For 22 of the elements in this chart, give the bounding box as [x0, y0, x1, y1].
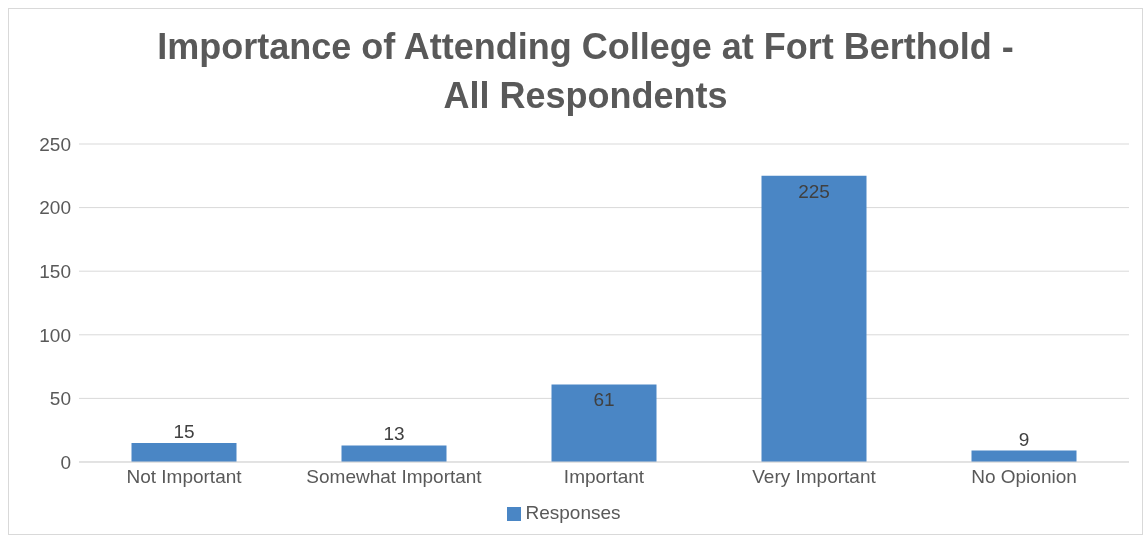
- bar: [551, 384, 657, 462]
- data-label: 15: [173, 420, 195, 442]
- x-tick-label: No Opionion: [971, 466, 1077, 488]
- y-tick-label: 100: [39, 324, 71, 346]
- bar: [131, 442, 237, 462]
- y-tick-label: 150: [39, 260, 71, 282]
- bar: [341, 445, 447, 462]
- data-label: 13: [383, 423, 405, 445]
- x-tick-label: Somewhat Important: [306, 466, 483, 488]
- y-tick-label: 250: [39, 133, 71, 155]
- data-label: 225: [798, 180, 830, 202]
- y-tick-label: 0: [60, 451, 71, 473]
- x-tick-label: Not Important: [126, 466, 243, 488]
- y-tick-label: 50: [49, 388, 71, 410]
- legend-label: Responses: [525, 502, 621, 523]
- x-tick-label: Very Important: [752, 466, 877, 488]
- bar: [761, 175, 867, 462]
- y-tick-label: 200: [39, 197, 71, 219]
- data-label: 9: [1018, 428, 1030, 450]
- x-tick-label: Important: [563, 466, 645, 488]
- chart-title: Importance of Attending College at Fort Berthold - All Respondents: [156, 24, 1015, 118]
- data-label: 61: [593, 389, 615, 411]
